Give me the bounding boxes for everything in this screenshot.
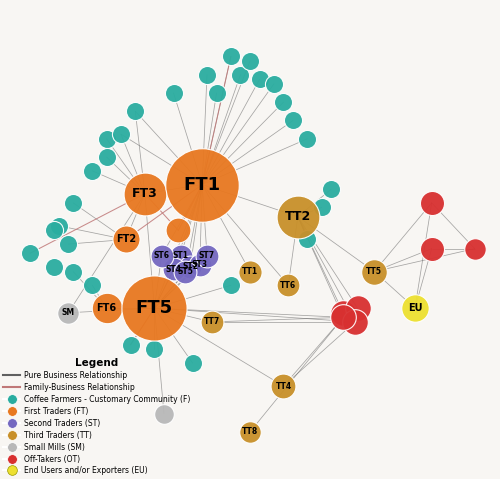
Text: TT6: TT6 — [280, 281, 296, 290]
Point — [227, 282, 235, 289]
Point — [102, 153, 110, 161]
Text: ST2: ST2 — [182, 262, 198, 272]
Point — [174, 227, 182, 234]
Point — [280, 98, 287, 106]
Point — [170, 265, 177, 273]
Point — [354, 304, 362, 312]
Point — [351, 318, 359, 326]
Legend: Pure Business Relationship, Family-Business Relationship, Coffee Farmers - Custo: Pure Business Relationship, Family-Busin… — [0, 355, 194, 479]
Point — [188, 359, 196, 367]
Point — [69, 268, 77, 275]
Text: TT7: TT7 — [204, 318, 220, 326]
Text: FT6: FT6 — [96, 303, 116, 313]
Text: TT5: TT5 — [366, 267, 382, 276]
Point — [26, 250, 34, 257]
Point — [203, 71, 211, 79]
Point — [88, 167, 96, 175]
Text: ST6: ST6 — [154, 251, 170, 260]
Point — [470, 245, 478, 252]
Text: ST5: ST5 — [178, 267, 194, 276]
Text: ST4: ST4 — [166, 265, 182, 274]
Text: FT1: FT1 — [184, 175, 221, 194]
Point — [270, 80, 278, 88]
Text: TT8: TT8 — [242, 427, 258, 436]
Point — [55, 222, 63, 229]
Point — [411, 304, 419, 312]
Point — [428, 245, 436, 252]
Point — [141, 190, 149, 197]
Point — [182, 268, 190, 275]
Point — [370, 268, 378, 275]
Point — [170, 89, 177, 97]
Point — [160, 410, 168, 417]
Point — [280, 382, 287, 390]
Point — [176, 251, 184, 259]
Point — [208, 318, 216, 326]
Point — [196, 261, 204, 269]
Point — [246, 428, 254, 436]
Point — [256, 75, 264, 83]
Point — [64, 240, 72, 248]
Text: TT1: TT1 — [242, 267, 258, 276]
Point — [117, 130, 125, 138]
Point — [102, 135, 110, 143]
Point — [198, 181, 206, 188]
Point — [69, 199, 77, 207]
Point — [122, 236, 130, 243]
Point — [150, 304, 158, 312]
Point — [304, 236, 312, 243]
Point — [126, 341, 134, 349]
Point — [64, 309, 72, 317]
Point — [246, 57, 254, 65]
Text: FT3: FT3 — [132, 187, 158, 200]
Text: EU: EU — [408, 303, 422, 313]
Point — [304, 135, 312, 143]
Point — [294, 213, 302, 220]
Text: TT2: TT2 — [284, 210, 311, 223]
Point — [236, 71, 244, 79]
Text: FT2: FT2 — [116, 235, 136, 244]
Point — [428, 199, 436, 207]
Point — [158, 251, 166, 259]
Point — [203, 251, 211, 259]
Point — [318, 204, 326, 211]
Point — [227, 53, 235, 60]
Point — [132, 107, 140, 115]
Text: FT5: FT5 — [136, 299, 173, 317]
Point — [212, 89, 220, 97]
Point — [289, 116, 297, 124]
Point — [339, 309, 347, 317]
Point — [50, 263, 58, 271]
Point — [50, 227, 58, 234]
Point — [102, 304, 110, 312]
Point — [339, 314, 347, 321]
Text: ST7: ST7 — [199, 251, 215, 260]
Text: ST3: ST3 — [192, 260, 208, 269]
Text: ST1: ST1 — [172, 251, 188, 260]
Text: TT4: TT4 — [276, 382, 291, 390]
Text: SM: SM — [62, 308, 75, 317]
Point — [186, 263, 194, 271]
Point — [88, 282, 96, 289]
Point — [284, 282, 292, 289]
Point — [150, 345, 158, 353]
Point — [328, 185, 336, 193]
Point — [246, 268, 254, 275]
